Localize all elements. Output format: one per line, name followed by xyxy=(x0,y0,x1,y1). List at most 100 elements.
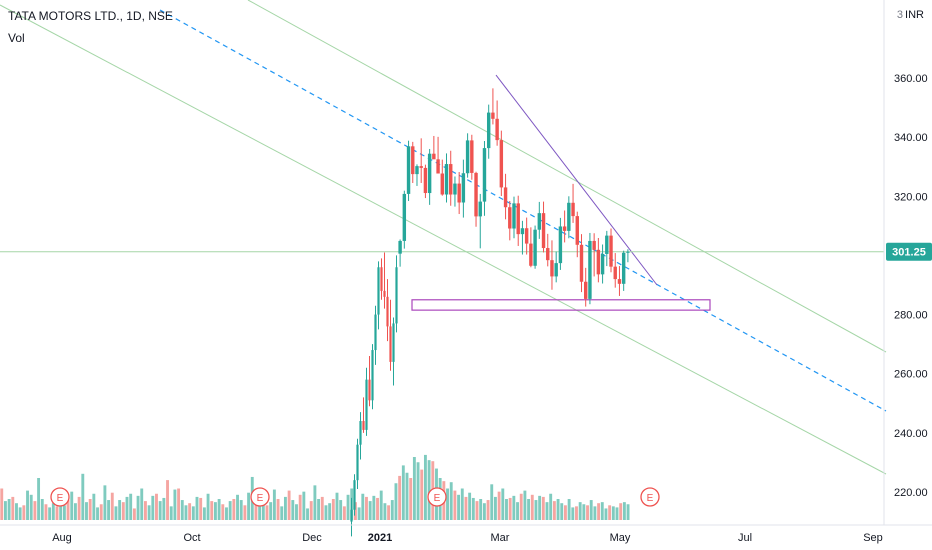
candle-body xyxy=(584,281,588,299)
volume-bar xyxy=(306,508,309,520)
candle-body xyxy=(398,240,402,254)
volume-bar xyxy=(121,502,125,520)
candle-body xyxy=(380,267,383,291)
earnings-marker[interactable]: E xyxy=(427,487,447,507)
volume-bar xyxy=(221,504,225,520)
currency-code: INR xyxy=(905,9,924,21)
volume-bar xyxy=(453,490,457,520)
candle-body xyxy=(389,326,392,362)
volume-bar xyxy=(549,493,553,520)
volume-bar xyxy=(604,508,608,520)
volume-bar xyxy=(313,485,317,520)
volume-bar xyxy=(490,484,494,520)
volume-bar xyxy=(575,506,578,520)
volume-bar xyxy=(567,499,571,520)
volume-bar xyxy=(55,506,59,520)
candle-body xyxy=(383,290,386,297)
volume-bar xyxy=(147,505,151,520)
volume-bar xyxy=(110,492,114,520)
earnings-marker[interactable]: E xyxy=(640,487,660,507)
volume-bar xyxy=(611,506,615,520)
volume-bar xyxy=(571,507,575,520)
volume-bar xyxy=(486,500,490,520)
symbol-title[interactable]: TATA MOTORS LTD., 1D, NSE xyxy=(8,9,173,23)
volume-bars xyxy=(0,454,630,520)
volume-bar xyxy=(460,488,464,520)
candle-body xyxy=(600,253,605,275)
volume-bar xyxy=(184,505,188,520)
candle-body xyxy=(444,164,449,195)
volume-bar xyxy=(409,478,413,520)
volume-label[interactable]: Vol xyxy=(8,31,25,45)
volume-bar xyxy=(236,494,239,520)
time-tick-label: 2021 xyxy=(368,532,392,544)
candle-body xyxy=(482,148,487,202)
volume-bar xyxy=(324,505,328,520)
candle-body xyxy=(461,173,466,203)
candle-body xyxy=(575,216,579,245)
volume-bar xyxy=(582,504,586,520)
candle-body xyxy=(350,509,353,522)
volume-bar xyxy=(66,500,70,520)
candle-body xyxy=(353,480,356,510)
volume-bar xyxy=(169,506,173,520)
volume-bar xyxy=(552,501,556,520)
last-price-label: 301.25 xyxy=(892,247,926,259)
volume-bar xyxy=(280,506,284,520)
volume-bar xyxy=(519,493,523,520)
time-tick-label: May xyxy=(610,532,631,544)
candle-body xyxy=(362,421,365,430)
volume-bar xyxy=(155,493,158,520)
volume-bar xyxy=(501,488,505,520)
volume-bar xyxy=(346,494,350,520)
volume-bar xyxy=(276,499,280,520)
candle-body xyxy=(440,173,444,195)
candle-body xyxy=(562,226,567,231)
volume-bar xyxy=(619,503,623,520)
volume-bar xyxy=(73,503,77,520)
volume-bar xyxy=(401,465,405,520)
volume-bar xyxy=(416,462,420,520)
volume-bar xyxy=(427,460,431,520)
time-axis[interactable]: Aug Oct Dec 2021 Mar May Jul Sep xyxy=(0,524,932,544)
candle-body xyxy=(617,279,622,284)
volume-bar xyxy=(493,496,497,520)
candle-body xyxy=(374,314,377,351)
earnings-marker[interactable]: E xyxy=(250,487,270,507)
earnings-marker[interactable]: E xyxy=(50,487,70,507)
volume-bar xyxy=(188,503,192,520)
candle-body xyxy=(392,323,395,362)
candle-body xyxy=(579,244,584,282)
earnings-marker-label: E xyxy=(257,493,264,504)
volume-bar xyxy=(213,502,217,520)
time-tick-label: Oct xyxy=(183,532,200,544)
candle-body xyxy=(386,296,389,327)
volume-bar xyxy=(597,503,601,520)
earnings-marker-circle xyxy=(250,487,270,507)
price-tick-label: 340.00 xyxy=(894,132,928,144)
volume-bar xyxy=(44,504,48,520)
volume-bar xyxy=(368,501,372,520)
last-price-tag xyxy=(886,242,932,261)
volume-bar xyxy=(151,495,155,520)
volume-bar xyxy=(37,478,41,520)
candle-body xyxy=(368,379,371,401)
volume-bar xyxy=(162,497,166,520)
price-tick-label: 220.00 xyxy=(894,487,928,499)
candle-body xyxy=(508,207,512,229)
candle-body xyxy=(529,243,533,266)
volume-bar xyxy=(578,502,582,520)
volume-bar xyxy=(412,457,416,520)
volume-bar xyxy=(615,507,619,520)
volume-bar xyxy=(191,506,195,520)
candle-body xyxy=(613,266,617,280)
volume-bar xyxy=(11,496,15,520)
candle-body xyxy=(395,267,398,324)
earnings-marker-circle xyxy=(640,487,660,507)
volume-bar xyxy=(15,503,18,520)
price-axis[interactable]: 220.00240.00260.00280.00300.00320.00340.… xyxy=(883,0,932,525)
volume-bar xyxy=(471,497,475,520)
candle-body xyxy=(406,146,411,194)
